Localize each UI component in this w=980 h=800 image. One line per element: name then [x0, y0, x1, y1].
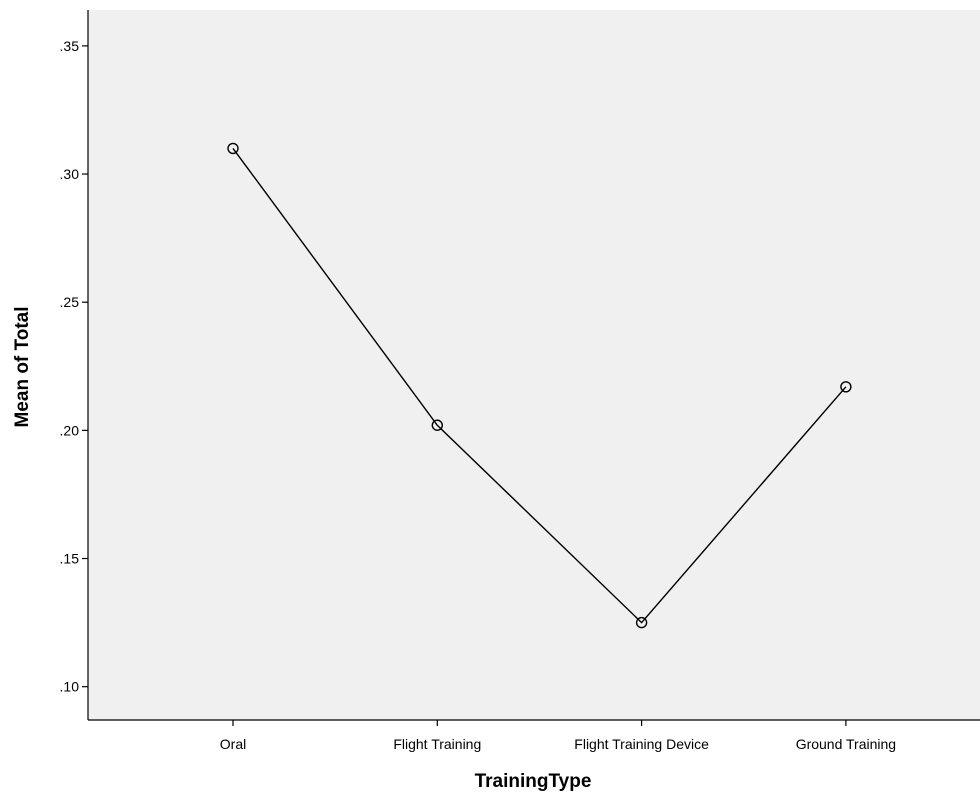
y-tick-label: .25 [60, 294, 80, 310]
y-ticks: .10 .15 .20 .25 .30 .35 [60, 38, 88, 695]
y-tick-label: .35 [60, 38, 80, 54]
x-axis-title: TrainingType [475, 771, 592, 792]
x-tick-label: Oral [220, 736, 246, 752]
y-tick-label: .10 [60, 679, 80, 695]
data-point-marker [431, 419, 443, 431]
axes [87, 10, 980, 721]
x-ticks: Oral Flight Training Flight Training Devic… [220, 720, 896, 752]
x-tick-label: Flight Training [393, 736, 481, 752]
data-point-marker [840, 381, 852, 393]
series-layer [227, 142, 852, 629]
y-tick-label: .30 [60, 166, 80, 182]
x-tick-label: Flight Training Device [574, 736, 709, 752]
y-tick-label: .20 [60, 422, 80, 438]
data-point-marker [635, 616, 648, 629]
x-tick-label: Ground Training [796, 736, 896, 752]
plot-area [88, 10, 980, 720]
y-axis-title: Mean of Total [12, 306, 33, 427]
series-line [232, 147, 847, 624]
y-tick-label: .15 [60, 551, 80, 567]
data-point-marker [227, 142, 239, 155]
